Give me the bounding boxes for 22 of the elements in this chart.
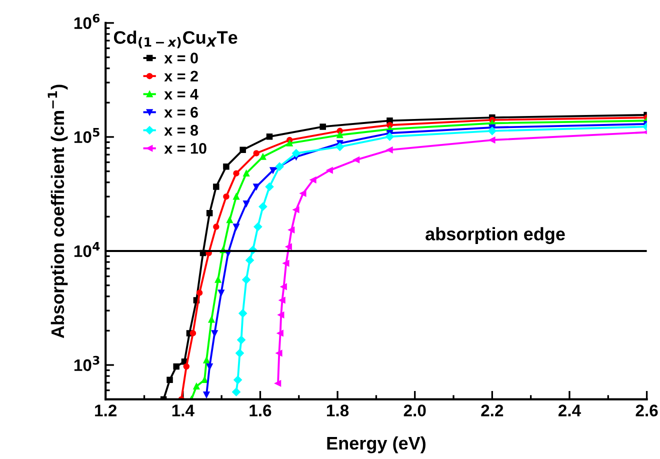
legend-label: x = 0 [164,52,198,64]
legend-label: x = 2 [164,70,198,82]
x-tick-label: 1.8 [327,404,349,416]
y-tick-label: 10$^{6}$ [74,14,100,30]
x-tick-label: 1.6 [250,404,272,416]
legend-label: x = 4 [164,88,198,100]
x-axis-title: Energy (eV) [327,436,426,454]
ref-line-label: absorption edge [426,227,565,244]
x-tick-label: 2.4 [558,404,581,416]
legend-label: x = 8 [164,124,198,136]
legend-label: x = 10 [164,142,206,154]
y-tick-label: 10$^{4}$ [74,242,100,258]
x-tick-label: 1.2 [95,404,117,416]
y-axis-title: Absorption coefficient (cm$^{−1}$) [48,84,68,338]
y-tick-label: 10$^{3}$ [74,356,100,372]
x-tick-label: 2.2 [481,404,504,416]
legend-title: Cd$_{(1−x)}$Cu$_{X}$Te [114,30,238,48]
x-tick-label: 2.0 [404,404,426,416]
x-tick-label: 1.4 [172,404,194,416]
legend-label: x = 6 [164,106,198,118]
x-tick-label: 2.6 [636,404,658,416]
y-tick-label: 10$^{5}$ [74,128,100,144]
